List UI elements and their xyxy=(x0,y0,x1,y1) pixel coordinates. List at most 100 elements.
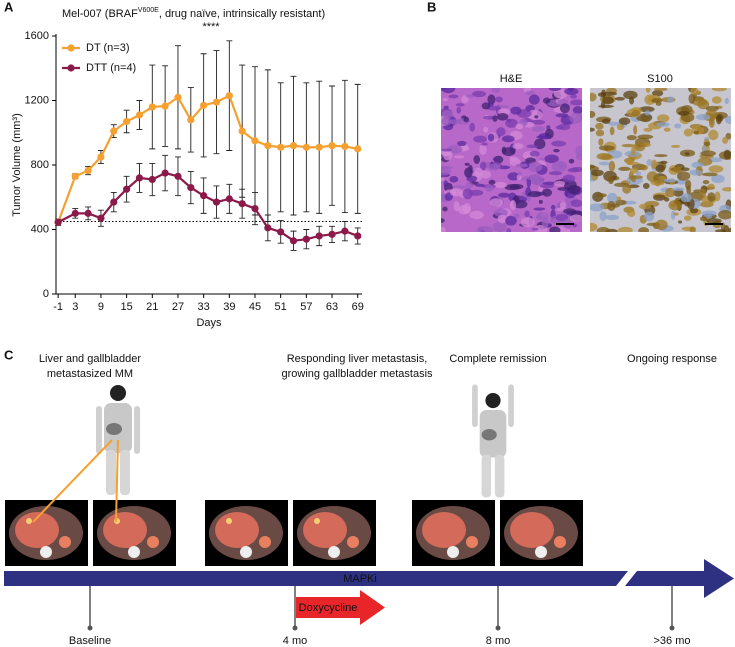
timepoint-label: 8 mo xyxy=(486,635,510,647)
he-image xyxy=(441,88,582,232)
data-point xyxy=(225,195,233,203)
cell xyxy=(530,119,546,125)
ct-scan xyxy=(205,500,288,566)
data-point xyxy=(161,169,169,177)
timepoint-dot xyxy=(495,625,501,631)
cell xyxy=(693,130,700,135)
timepoint-label: >36 mo xyxy=(654,635,691,647)
timepoint-label: Baseline xyxy=(69,635,111,647)
cell xyxy=(551,160,568,172)
cell xyxy=(718,209,731,220)
cell xyxy=(480,170,492,179)
cell xyxy=(492,115,498,122)
cell xyxy=(706,213,712,220)
cell xyxy=(532,126,545,132)
cell xyxy=(684,201,691,207)
stain-label: S100 xyxy=(647,73,673,85)
cell xyxy=(674,123,682,129)
ct-spine xyxy=(447,546,459,558)
cell xyxy=(668,199,682,211)
cell xyxy=(598,161,611,166)
x-tick-label: 9 xyxy=(98,301,104,313)
cell xyxy=(488,179,496,185)
cell xyxy=(683,215,692,221)
cell xyxy=(645,88,651,93)
cell xyxy=(456,106,462,114)
ct-kidney xyxy=(466,536,478,548)
y-tick-label: 800 xyxy=(31,159,49,171)
cell xyxy=(541,217,549,229)
leg xyxy=(106,450,116,495)
cell xyxy=(515,163,528,168)
cell xyxy=(568,158,575,164)
cell xyxy=(699,188,706,200)
cell xyxy=(615,199,627,206)
cell xyxy=(505,215,517,226)
cell xyxy=(441,116,452,126)
cell xyxy=(529,150,540,157)
data-point xyxy=(289,142,298,150)
cell xyxy=(525,90,535,96)
pet-body-scan xyxy=(96,385,140,495)
organ xyxy=(106,423,122,435)
cell xyxy=(673,212,679,216)
cell xyxy=(542,97,551,104)
cell xyxy=(631,110,640,117)
ct-spine xyxy=(328,546,340,558)
cell xyxy=(506,227,512,232)
cell xyxy=(714,229,727,232)
cell xyxy=(631,144,636,156)
cell xyxy=(595,193,607,198)
cell xyxy=(533,207,546,211)
cell xyxy=(596,227,610,232)
cell xyxy=(448,94,459,99)
cell xyxy=(653,194,666,201)
ct-scan xyxy=(5,500,88,566)
ct-lesion xyxy=(26,518,32,524)
cell xyxy=(538,199,543,204)
ct-lesion xyxy=(314,518,320,524)
cell xyxy=(724,115,731,125)
cell xyxy=(654,88,668,92)
x-tick-label: 15 xyxy=(120,301,132,313)
cell xyxy=(487,94,496,105)
cell xyxy=(550,204,556,210)
ct-kidney xyxy=(147,536,159,548)
head xyxy=(110,385,126,401)
cell xyxy=(598,145,615,151)
cell xyxy=(631,175,637,183)
cell xyxy=(465,94,475,98)
data-point xyxy=(328,142,336,150)
cell xyxy=(708,165,724,173)
data-point xyxy=(187,116,195,124)
cell xyxy=(670,144,681,148)
ct-kidney xyxy=(347,536,359,548)
data-point xyxy=(123,117,131,126)
data-point xyxy=(315,232,323,240)
data-point xyxy=(302,143,310,151)
cell xyxy=(699,216,708,222)
cell xyxy=(534,115,539,119)
x-tick-label: 27 xyxy=(172,301,184,313)
cell xyxy=(721,187,731,192)
cell xyxy=(544,154,559,164)
cell xyxy=(477,226,485,232)
cell xyxy=(551,140,567,147)
cell xyxy=(623,90,638,100)
cell xyxy=(462,188,473,200)
data-point xyxy=(135,111,144,119)
connector xyxy=(32,439,119,523)
timepoint-label: 4 mo xyxy=(283,635,307,647)
cell xyxy=(655,164,666,173)
data-point xyxy=(71,209,79,217)
cell xyxy=(654,154,668,158)
ct-liver xyxy=(215,512,259,548)
panel-letter: B xyxy=(427,0,436,14)
legend-marker xyxy=(67,64,75,72)
data-point xyxy=(302,235,310,243)
cell xyxy=(618,117,631,125)
cell xyxy=(497,214,508,224)
cell xyxy=(703,141,711,147)
ct-liver xyxy=(510,512,554,548)
